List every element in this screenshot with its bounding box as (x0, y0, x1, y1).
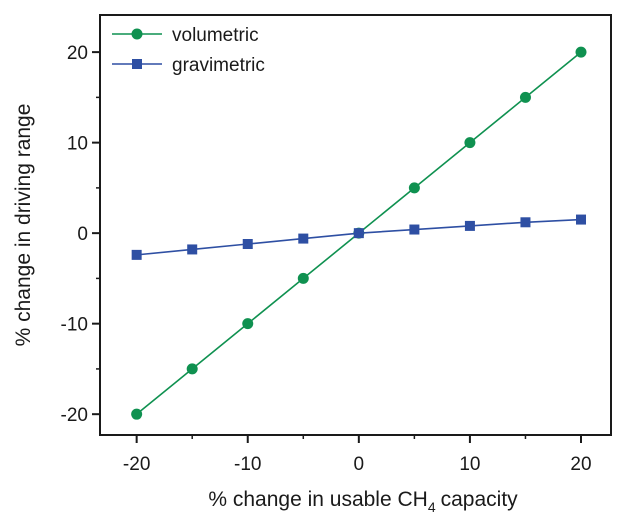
x-tick-label: -20 (123, 454, 150, 475)
volumetric-point (408, 182, 420, 194)
legend-marker (131, 28, 143, 40)
gravimetric-point (353, 228, 364, 239)
legend-label: gravimetric (172, 55, 265, 76)
y-tick-label: -10 (61, 315, 88, 336)
y-tick-label: 0 (77, 224, 88, 245)
x-tick-label: 0 (354, 454, 365, 475)
axis-ticks: -20 -10 0 10 20 -20 -10 0 10 20 (61, 43, 592, 475)
volumetric-point (297, 272, 309, 284)
volumetric-point (464, 137, 476, 149)
gravimetric-point (242, 239, 253, 250)
legend-label: volumetric (172, 25, 259, 46)
x-axis-title-suffix: capacity (441, 488, 519, 511)
series-layer (131, 46, 587, 420)
legend-item-gravimetric: gravimetric (112, 55, 265, 76)
volumetric-point (131, 408, 143, 420)
plot-frame (99, 14, 612, 436)
y-tick-label: 10 (67, 134, 88, 155)
legend: volumetric gravimetric (112, 25, 265, 76)
y-tick-label: 20 (67, 43, 88, 64)
volumetric-point (519, 91, 531, 103)
legend-marker (132, 59, 142, 69)
volumetric-point (186, 363, 198, 375)
gravimetric-point (131, 249, 142, 260)
x-tick-label: 10 (459, 454, 480, 475)
gravimetric-point (520, 217, 531, 228)
volumetric-point (242, 318, 254, 330)
x-tick-label: 20 (570, 454, 591, 475)
legend-item-volumetric: volumetric (112, 25, 259, 46)
series-gravimetric (131, 214, 587, 260)
gravimetric-point (464, 220, 475, 231)
x-axis-title-subscript: 4 (428, 499, 436, 514)
x-axis-title: % change in usable CH4 capacity (208, 488, 518, 514)
gravimetric-point (298, 233, 309, 244)
x-tick-label: -10 (234, 454, 261, 475)
volumetric-point (575, 46, 587, 58)
gravimetric-point (409, 224, 420, 235)
y-axis-title: % change in driving range (12, 104, 35, 347)
x-axis-title-main: % change in usable CH (208, 488, 427, 511)
y-tick-label: -20 (61, 405, 88, 426)
gravimetric-point (187, 244, 198, 255)
gravimetric-point (576, 214, 587, 225)
